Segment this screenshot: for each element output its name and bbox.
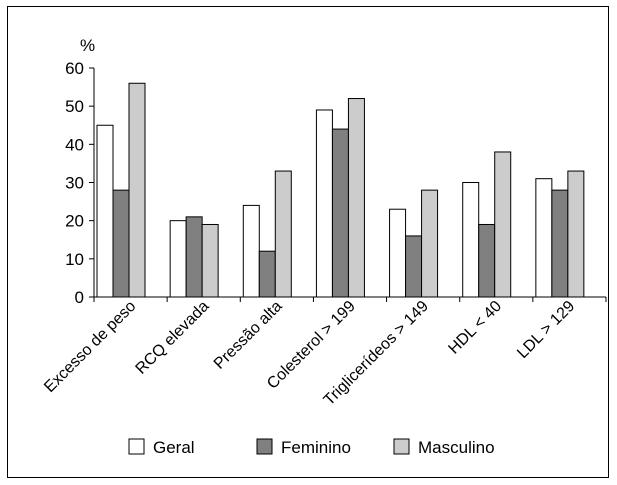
bar-geral-2: [242, 204, 260, 298]
bar-feminino-0: [112, 189, 130, 298]
legend: Geral Feminino Masculino: [128, 438, 495, 457]
category-label: Excesso de peso: [41, 298, 139, 396]
y-axis-unit-label: %: [80, 36, 95, 55]
bar-geral-5: [462, 182, 480, 298]
legend-label-geral: Geral: [153, 438, 195, 457]
x-axis-ticks: [93, 297, 607, 302]
legend-label-feminino: Feminino: [281, 438, 351, 457]
legend-swatch-geral: [128, 438, 145, 455]
bar-masculino-5: [494, 151, 512, 298]
bar-masculino-4: [421, 189, 439, 298]
bar-feminino-3: [331, 128, 349, 298]
bar-geral-4: [389, 208, 407, 298]
bar-masculino-3: [347, 98, 365, 298]
y-tick-label: 60: [65, 59, 84, 78]
bar-masculino-0: [128, 82, 146, 298]
bar-masculino-1: [201, 223, 219, 298]
legend-swatch-masculino: [393, 438, 410, 455]
legend-swatch-feminino: [256, 438, 273, 455]
bar-feminino-1: [185, 216, 203, 298]
bar-feminino-5: [478, 223, 496, 298]
y-tick-label: 10: [65, 250, 84, 269]
y-tick-label: 30: [65, 174, 84, 193]
bar-geral-6: [535, 178, 553, 298]
y-tick-label: 50: [65, 97, 84, 116]
y-axis-ticks: 0 10 20 30 40 50 60: [65, 59, 94, 307]
category-label: HDL < 40: [445, 298, 505, 358]
legend-label-masculino: Masculino: [418, 438, 495, 457]
category-label: RCQ elevada: [133, 298, 213, 378]
bar-masculino-6: [567, 170, 585, 298]
bar-geral-0: [96, 124, 114, 298]
bar-feminino-6: [551, 189, 569, 298]
bar-feminino-4: [405, 235, 423, 298]
category-label: Pressão alta: [211, 298, 286, 373]
y-tick-label: 20: [65, 212, 84, 231]
bar-geral-3: [315, 109, 333, 298]
y-tick-label: 40: [65, 135, 84, 154]
bars: [96, 82, 585, 298]
category-label: LDL > 129: [514, 298, 578, 362]
y-tick-label: 0: [75, 288, 84, 307]
bar-feminino-2: [258, 250, 276, 298]
bar-masculino-2: [274, 170, 292, 298]
bar-geral-1: [169, 220, 187, 298]
